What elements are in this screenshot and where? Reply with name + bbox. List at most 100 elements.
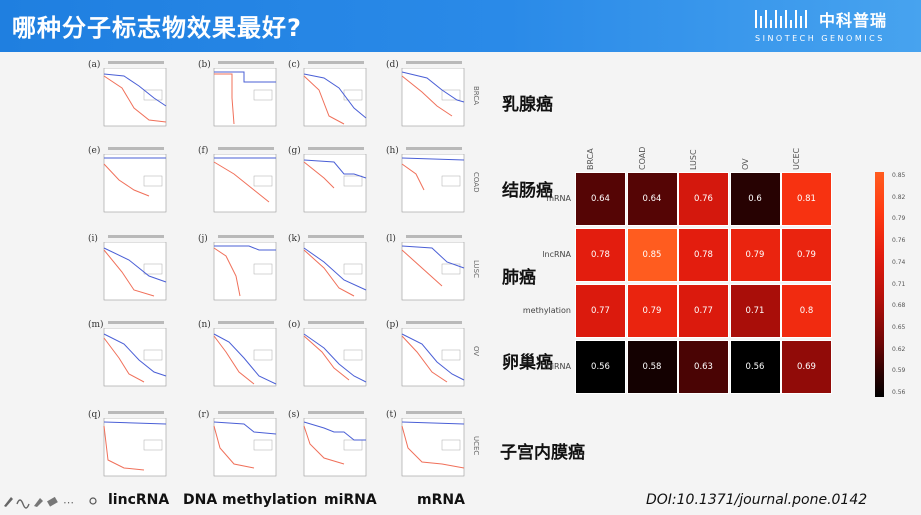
label-lincrna: lincRNA: [108, 492, 170, 508]
panel-letter: (r): [198, 410, 210, 420]
low-risk-curve: [103, 75, 167, 123]
survival-plot: (m): [88, 320, 170, 392]
high-risk-curve: [401, 333, 465, 381]
km-curve: [103, 242, 167, 301]
panel-letter: (n): [198, 320, 211, 330]
cancer-label-colon: 结肠癌: [502, 181, 553, 201]
colorbar-tick-label: 0.82: [892, 193, 906, 201]
high-risk-curve: [303, 73, 367, 119]
km-curve: [401, 328, 465, 387]
colorbar-tick-label: 0.76: [892, 237, 906, 245]
km-curve: [303, 242, 367, 301]
column-label-text: LUSC: [689, 149, 698, 170]
high-risk-curve: [401, 421, 465, 425]
colorbar-tick-label: 0.79: [892, 215, 906, 223]
survival-plot: (o): [288, 320, 370, 392]
label-mrna: mRNA: [417, 492, 465, 508]
km-curve: [303, 68, 367, 127]
row-side-label: COAD: [472, 172, 480, 193]
pen-icon[interactable]: [4, 497, 13, 507]
freehand-icon[interactable]: [16, 499, 30, 509]
low-risk-curve: [213, 335, 255, 385]
company-logo: 中科普瑞 SINOTECH GENOMICS: [755, 6, 905, 48]
heatmap-row-label: mRNA: [546, 194, 571, 203]
km-curve: [103, 154, 167, 213]
panel-letter: (j): [198, 234, 208, 244]
panel-letter: (i): [88, 234, 98, 244]
panel-letter: (q): [88, 410, 101, 420]
highlighter-icon[interactable]: [34, 498, 43, 507]
panel-letter: (h): [386, 146, 399, 156]
plot-caption: [308, 411, 364, 414]
panel-letter: (t): [386, 410, 397, 420]
heatmap-cell: 0.6: [729, 172, 781, 226]
plot-caption: [218, 235, 274, 238]
panel-letter: (f): [198, 146, 209, 156]
svg-text:⋯: ⋯: [63, 496, 74, 509]
auc-heatmap: BRCA COAD LUSC OV UCEC mRNA 0.64 0.64 0.76 0.6 0.8…: [523, 147, 905, 397]
label-mirna: miRNA: [324, 492, 377, 508]
low-risk-curve: [303, 75, 345, 125]
survival-plot: (c): [288, 60, 370, 132]
eraser-icon[interactable]: [47, 496, 58, 507]
colorbar-tick-label: 0.59: [892, 367, 906, 375]
high-risk-curve: [103, 73, 167, 107]
row-side-label: UCEC: [472, 436, 480, 456]
column-label-text: BRCA: [586, 148, 595, 170]
survival-plot: (a): [88, 60, 170, 132]
low-risk-curve: [401, 75, 453, 117]
low-risk-curve: [103, 425, 145, 471]
heatmap-cell: 0.71: [729, 284, 781, 338]
slide-body: (a) (b) (c) (d) BRCA (e) (f) (g) (h) COAD (i) (j) (k…: [0, 52, 921, 515]
km-curve: [213, 328, 277, 387]
plot-caption: [218, 321, 274, 324]
survival-plot: (s): [288, 410, 370, 482]
low-risk-curve: [103, 163, 150, 197]
cancer-label-breast: 乳腺癌: [502, 95, 553, 115]
high-risk-curve: [303, 333, 367, 383]
heatmap-cell: 0.56: [729, 340, 781, 394]
high-risk-curve: [103, 421, 167, 425]
heatmap-column-label: LUSC: [678, 142, 730, 170]
survival-plot: (q): [88, 410, 170, 482]
label-dna-methylation: DNA methylation: [183, 492, 318, 508]
heatmap-cell: 0.63: [678, 340, 729, 394]
heatmap-cell: 0.64: [575, 172, 626, 226]
heatmap-row-label: methylation: [522, 306, 571, 315]
low-risk-curve: [401, 163, 425, 191]
heatmap-cell: 0.69: [781, 340, 832, 394]
km-curve: [303, 418, 367, 477]
column-label-text: COAD: [637, 146, 647, 170]
heatmap-cell: 0.78: [575, 228, 626, 282]
survival-plot: (t): [386, 410, 468, 482]
colorbar-tick-label: 0.65: [892, 323, 906, 331]
km-curve: [401, 154, 465, 213]
low-risk-curve: [303, 425, 345, 465]
logo-english-name: SINOTECH GENOMICS: [755, 34, 885, 43]
panel-letter: (p): [386, 320, 399, 330]
drawing-toolbar[interactable]: ⋯: [2, 493, 98, 509]
plot-caption: [406, 147, 462, 150]
panel-letter: (c): [288, 60, 301, 70]
pointer-icon[interactable]: [89, 497, 97, 505]
low-risk-curve: [401, 249, 443, 287]
heatmap-cell: 0.81: [781, 172, 832, 226]
plot-caption: [108, 61, 164, 64]
heatmap-cell: 0.64: [626, 172, 678, 226]
low-risk-curve: [303, 335, 350, 381]
survival-plot: (h): [386, 146, 468, 218]
column-label-text: UCEC: [792, 147, 801, 170]
km-curve: [401, 242, 465, 301]
panel-letter: (b): [198, 60, 211, 70]
plot-caption: [406, 411, 462, 414]
km-curve: [303, 328, 367, 387]
column-label-text: OV: [740, 158, 750, 170]
more-options-icon[interactable]: ⋯: [63, 496, 74, 509]
high-risk-curve: [303, 421, 366, 441]
panel-letter: (m): [88, 320, 104, 330]
plot-caption: [218, 411, 274, 414]
heatmap-cell: 0.8: [781, 284, 832, 338]
slide-title: 哪种分子标志物效果最好?: [12, 14, 302, 42]
survival-plot: (p): [386, 320, 468, 392]
low-risk-curve: [303, 161, 335, 189]
